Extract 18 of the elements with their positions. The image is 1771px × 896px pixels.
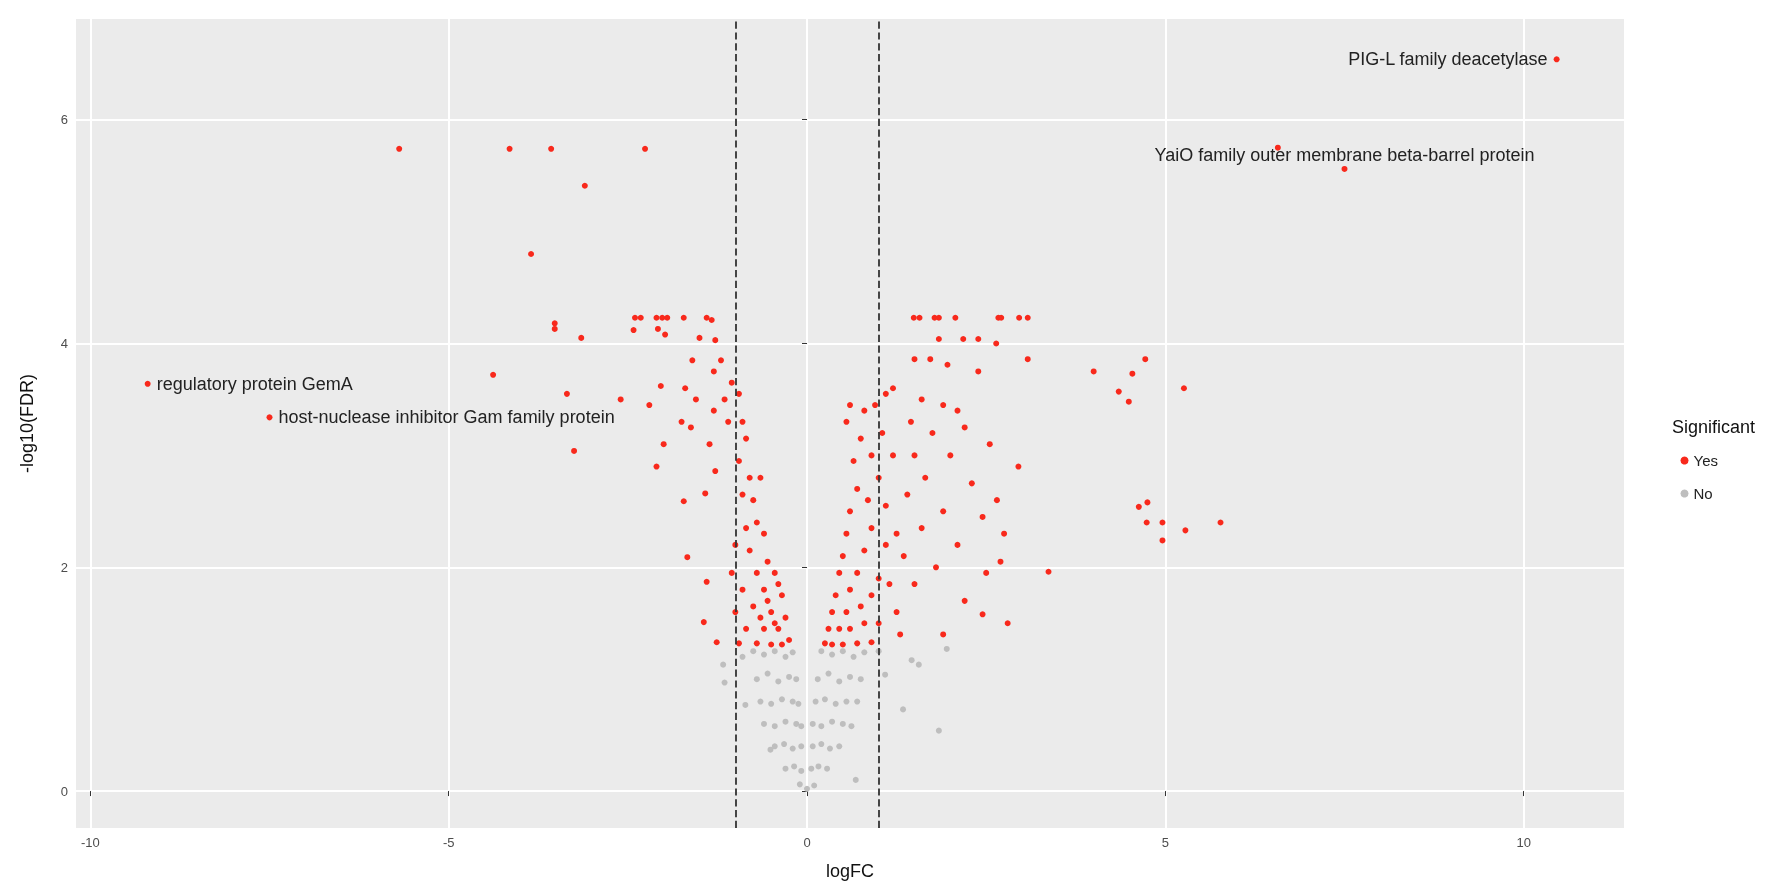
y-tick-label: 0 xyxy=(60,783,68,799)
x-tick-label: -10 xyxy=(80,835,100,850)
annotation: YaiO family outer membrane beta-barrel protein xyxy=(1154,144,1535,165)
y-tick-label: 2 xyxy=(60,559,68,575)
x-tick-label: 0 xyxy=(803,835,811,850)
annotation: PIG-L family deacetylase xyxy=(1348,49,1548,70)
x-tick-label: 10 xyxy=(1516,835,1531,850)
y-tick-label: 6 xyxy=(60,112,68,128)
annotation: regulatory protein GemA xyxy=(156,373,353,394)
x-tick-label: 5 xyxy=(1161,835,1169,850)
legend-label: Yes xyxy=(1693,452,1719,469)
y-tick-label: 4 xyxy=(60,336,68,351)
x-axis-title: logFC xyxy=(825,861,875,881)
y-axis-title: -log10(FDR) xyxy=(17,373,37,474)
legend-label: No xyxy=(1693,485,1713,502)
x-tick-label: -5 xyxy=(442,835,455,850)
annotation: host-nuclease inhibitor Gam family protein xyxy=(278,407,615,428)
legend-title: Significant xyxy=(1671,417,1756,437)
